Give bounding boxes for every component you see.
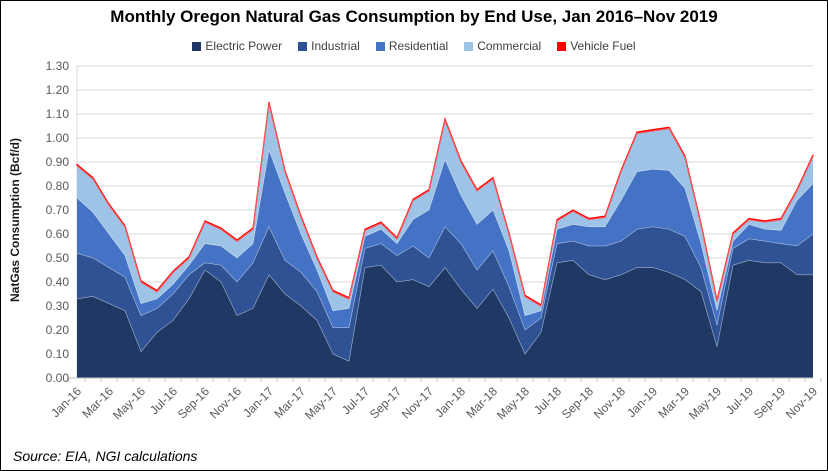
x-tick-label: Jan-19 <box>624 384 660 420</box>
legend-item-electric-power: Electric Power <box>192 39 282 53</box>
y-tick-label: 0.80 <box>46 179 70 193</box>
y-tick-label: 0.70 <box>46 203 70 217</box>
legend-swatch-icon <box>557 41 567 51</box>
legend-label: Vehicle Fuel <box>570 39 636 53</box>
legend-swatch-icon <box>192 41 202 51</box>
area-series <box>76 101 814 378</box>
legend-label: Electric Power <box>205 39 283 53</box>
y-tick-label: 1.10 <box>46 107 70 121</box>
y-tick-label: 0.40 <box>46 275 70 289</box>
legend-swatch-icon <box>375 41 385 51</box>
x-tick-label: Jan-16 <box>48 384 84 420</box>
legend-swatch-icon <box>298 41 308 51</box>
area-series-electric-power <box>77 260 813 378</box>
x-tick-label: Sep-17 <box>367 384 404 421</box>
y-tick-label: 0.50 <box>46 251 70 265</box>
y-tick-label: 0.00 <box>46 371 70 385</box>
source-note: Source: EIA, NGI calculations <box>13 448 198 464</box>
legend-label: Residential <box>388 39 449 53</box>
y-tick-label: 0.60 <box>46 227 70 241</box>
legend-swatch-icon <box>464 41 474 51</box>
x-tick-label: Jan-18 <box>432 384 468 420</box>
legend-label: Commercial <box>477 39 542 53</box>
y-tick-label: 1.30 <box>46 59 70 73</box>
legend-item-industrial: Industrial <box>298 39 360 53</box>
x-tick-label: Mar-16 <box>79 384 116 421</box>
y-tick-label: 0.20 <box>46 323 70 337</box>
x-tick-label: Nov-18 <box>591 384 628 421</box>
area-series-residential <box>77 150 813 330</box>
x-tick-marks <box>68 378 822 382</box>
x-tick-label: Sep-19 <box>751 384 788 421</box>
x-tick-label: Sep-18 <box>559 384 596 421</box>
chart-title: Monthly Oregon Natural Gas Consumption b… <box>110 7 718 26</box>
x-tick-label: Mar-19 <box>655 384 692 421</box>
stacked-area-chart: 0.00 0.10 0.20 0.30 0.40 0.50 0.60 0.70 0.80 0.90… <box>46 59 822 422</box>
x-tick-label: Sep-16 <box>175 384 212 421</box>
legend-item-residential: Residential <box>375 39 449 53</box>
x-tick-label: May-18 <box>494 384 532 422</box>
legend-item-vehicle-fuel: Vehicle Fuel <box>557 39 636 53</box>
area-series-industrial <box>77 226 813 362</box>
x-tick-label: Jan-17 <box>240 384 276 420</box>
x-tick-label: May-19 <box>686 384 724 422</box>
x-tick-label: Mar-17 <box>271 384 308 421</box>
x-tick-label: Nov-19 <box>783 384 820 421</box>
y-tick-label: 0.90 <box>46 155 70 169</box>
band-edges <box>76 103 814 362</box>
x-tick-label: May-17 <box>302 384 340 422</box>
legend-label: Industrial <box>311 39 360 53</box>
y-tick-label: 0.30 <box>46 299 70 313</box>
y-tick-label: 1.20 <box>46 83 70 97</box>
band-edge-line <box>76 148 814 317</box>
y-tick-label: 1.00 <box>46 131 70 145</box>
band-edge-line <box>76 225 814 331</box>
legend-item-commercial: Commercial <box>464 39 541 53</box>
area-series-commercial <box>77 103 813 316</box>
band-edge-line <box>76 103 814 307</box>
x-tick-label: Nov-16 <box>207 384 244 421</box>
area-series-vehicle-fuel <box>76 101 814 307</box>
x-tick-labels: Jan-16Mar-16May-16Jul-16Sep-16Nov-16Jan-… <box>48 384 820 422</box>
y-tick-labels: 0.00 0.10 0.20 0.30 0.40 0.50 0.60 0.70 0.80 0.90… <box>46 59 70 385</box>
y-tick-label: 0.10 <box>46 347 70 361</box>
x-tick-label: Mar-18 <box>463 384 500 421</box>
band-edge-line <box>76 260 813 362</box>
x-tick-label: May-16 <box>110 384 148 422</box>
x-tick-label: Nov-17 <box>399 384 436 421</box>
legend: Electric Power Industrial Residential Comme… <box>1 39 827 53</box>
